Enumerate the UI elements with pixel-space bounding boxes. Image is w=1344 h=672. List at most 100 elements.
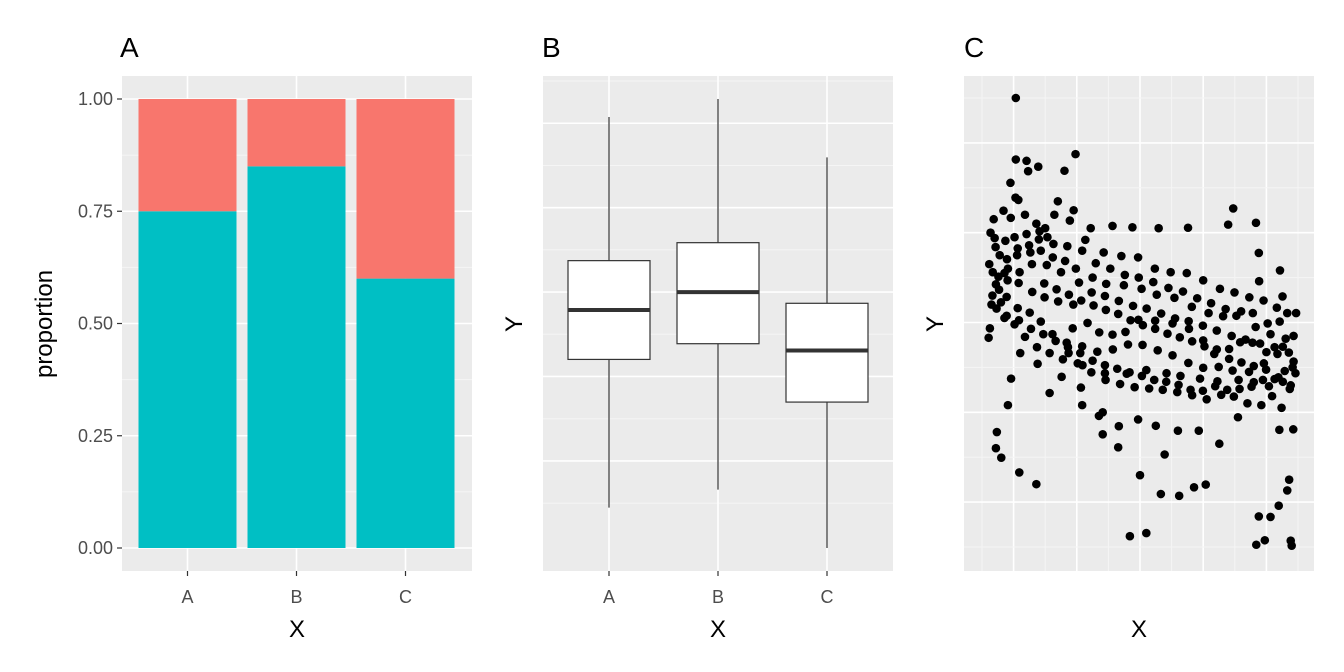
scatter-point	[1286, 536, 1296, 546]
scatter-point	[1034, 235, 1044, 244]
panel-b-x-ticks	[608, 571, 828, 576]
scatter-point	[1120, 270, 1130, 280]
scatter-point	[1011, 155, 1021, 164]
scatter-point	[986, 228, 995, 237]
scatter-point	[1228, 204, 1238, 213]
scatter-point	[1119, 280, 1129, 290]
scatter-point	[989, 214, 998, 224]
scatter-point	[1026, 324, 1036, 334]
scatter-point	[1206, 298, 1216, 308]
scatter-point	[1063, 342, 1073, 352]
scatter-point	[1050, 210, 1059, 220]
scatter-point	[1081, 235, 1090, 245]
scatter-point	[1089, 301, 1098, 310]
scatter-point	[1064, 290, 1074, 299]
panel-b-tag: B	[542, 32, 561, 63]
panel-b-x-tick-label: A	[603, 587, 615, 607]
scatter-point	[1032, 342, 1042, 352]
scatter-point	[1076, 383, 1086, 392]
panel-b-x-axis-title: X	[710, 616, 726, 643]
scatter-point	[1280, 366, 1290, 376]
scatter-point	[1163, 329, 1172, 339]
scatter-point	[1192, 293, 1202, 303]
scatter-point	[1274, 372, 1283, 382]
scatter-point	[1227, 331, 1236, 341]
scatter-point	[1138, 340, 1147, 350]
scatter-point	[1098, 430, 1108, 439]
scatter-point	[1174, 380, 1183, 390]
scatter-point	[1076, 296, 1086, 305]
scatter-point	[1101, 279, 1111, 289]
scatter-point	[1040, 293, 1049, 302]
scatter-point	[1130, 382, 1139, 392]
scatter-point	[1170, 293, 1179, 303]
scatter-point	[1100, 360, 1110, 370]
panel-b: B A B C X Y	[501, 32, 893, 643]
scatter-point	[1178, 287, 1188, 296]
scatter-point	[1263, 319, 1272, 328]
scatter-point	[1134, 273, 1144, 282]
scatter-point	[1224, 354, 1234, 364]
scatter-point	[1244, 367, 1254, 377]
scatter-point	[1166, 267, 1175, 277]
scatter-point	[1223, 220, 1233, 229]
scatter-point	[1289, 357, 1298, 366]
scatter-point	[1001, 236, 1010, 246]
scatter-point	[1289, 331, 1298, 341]
scatter-point	[1278, 292, 1287, 301]
scatter-point	[1161, 377, 1171, 387]
scatter-point	[1083, 318, 1092, 328]
scatter-point	[1194, 426, 1204, 436]
scatter-point	[1153, 346, 1162, 355]
scatter-point	[1077, 400, 1087, 410]
scatter-point	[1077, 341, 1087, 351]
scatter-point	[1014, 278, 1023, 288]
scatter-point	[1152, 290, 1162, 299]
scatter-point	[1014, 315, 1024, 325]
scatter-point	[1245, 293, 1254, 302]
scatter-point	[1266, 512, 1275, 522]
scatter-point	[1006, 374, 1016, 383]
scatter-point	[1148, 277, 1158, 287]
scatter-point	[1210, 381, 1220, 391]
scatter-point	[1063, 241, 1072, 251]
scatter-point	[1251, 322, 1260, 332]
scatter-point	[1189, 482, 1199, 492]
scatter-point	[1175, 333, 1185, 342]
scatter-point	[1022, 229, 1031, 239]
scatter-point	[1151, 421, 1161, 431]
scatter-point	[1275, 425, 1284, 435]
panel-a-y-tick-label: 1.00	[78, 89, 113, 109]
scatter-point	[1032, 479, 1041, 489]
scatter-point	[988, 291, 997, 300]
scatter-point	[1137, 284, 1146, 294]
scatter-point	[1100, 368, 1110, 378]
scatter-point	[996, 453, 1006, 462]
scatter-point	[992, 427, 1002, 437]
scatter-point	[1198, 363, 1208, 373]
scatter-point	[1275, 317, 1284, 326]
scatter-point	[1142, 528, 1151, 538]
scatter-point	[1133, 253, 1143, 262]
panel-b-y-axis-title: Y	[501, 316, 528, 332]
scatter-point	[1121, 327, 1130, 337]
panel-c-x-axis-title: X	[1131, 616, 1147, 643]
panel-c-y-axis-title: Y	[922, 316, 949, 332]
scatter-point	[1003, 400, 1013, 410]
scatter-point	[1032, 219, 1041, 229]
scatter-point	[1045, 348, 1054, 358]
scatter-point	[1024, 240, 1034, 250]
scatter-point	[1027, 287, 1037, 297]
bar-c-segment-2	[356, 99, 455, 279]
scatter-point	[1128, 223, 1137, 232]
scatter-point	[1212, 326, 1222, 335]
panel-b-x-tick-label: C	[821, 587, 834, 607]
scatter-point	[994, 272, 1003, 282]
scatter-point	[1002, 311, 1011, 321]
panel-a-x-tick-labels: A B C	[181, 587, 412, 607]
panel-a-bars	[138, 99, 455, 548]
scatter-point	[1013, 244, 1023, 253]
scatter-point	[1154, 223, 1163, 233]
panel-a-y-tick-label: 0.25	[78, 426, 113, 446]
panel-a-y-ticks	[117, 98, 122, 549]
